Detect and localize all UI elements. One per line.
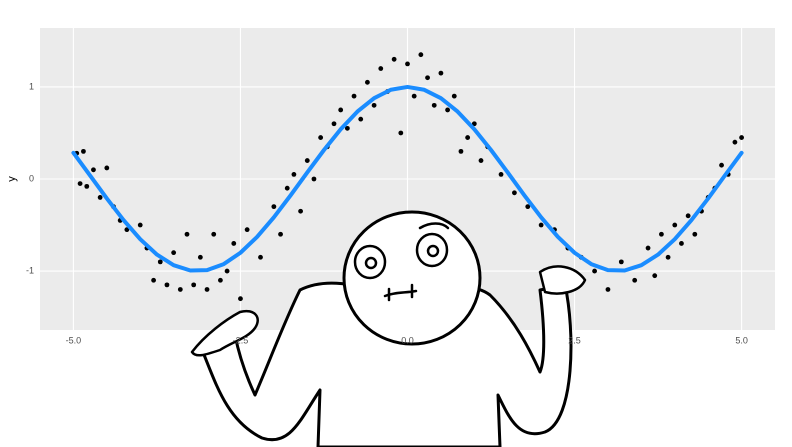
point	[318, 135, 324, 140]
point	[298, 208, 303, 214]
point	[512, 190, 517, 196]
point	[151, 277, 156, 283]
point	[338, 107, 344, 113]
point	[304, 158, 310, 163]
point	[84, 183, 90, 189]
point	[164, 282, 170, 288]
point	[104, 165, 110, 171]
plot-layer	[40, 28, 775, 330]
point	[685, 213, 691, 219]
point	[465, 135, 471, 140]
point	[431, 102, 437, 108]
point	[124, 227, 130, 233]
point	[358, 116, 364, 122]
point	[645, 245, 651, 251]
point	[525, 204, 531, 210]
point	[258, 254, 263, 260]
point	[478, 158, 484, 163]
y-tick-label: 1	[29, 81, 34, 91]
point	[77, 181, 83, 187]
point	[719, 162, 724, 168]
point	[659, 231, 664, 237]
point	[81, 148, 86, 154]
point	[391, 56, 397, 62]
x-tick-label: 2.5	[568, 335, 581, 345]
point	[672, 222, 678, 228]
point	[665, 254, 671, 260]
y-axis-title: y	[6, 176, 18, 182]
point	[405, 61, 410, 67]
point	[498, 171, 504, 177]
x-tick-label: 0.0	[401, 335, 414, 345]
point	[732, 139, 738, 145]
point	[739, 135, 744, 140]
point	[204, 287, 210, 292]
point	[398, 130, 404, 136]
x-tick-label: -5.0	[66, 335, 82, 345]
point	[97, 195, 103, 200]
point	[451, 93, 457, 99]
point	[224, 268, 230, 274]
point	[157, 259, 163, 265]
point	[244, 227, 250, 233]
point	[471, 121, 477, 127]
point	[438, 70, 444, 76]
point	[91, 167, 96, 173]
point	[445, 107, 450, 113]
point	[592, 268, 597, 274]
point	[231, 241, 237, 246]
point	[371, 102, 377, 108]
point	[652, 273, 658, 279]
point	[331, 121, 337, 127]
point	[137, 222, 143, 228]
point	[605, 287, 611, 292]
x-tick-label: 5.0	[735, 335, 748, 345]
fit-line	[71, 84, 744, 273]
point	[284, 185, 290, 191]
y-tick-label: 0	[29, 173, 34, 183]
point	[291, 171, 297, 177]
point	[458, 148, 464, 154]
point	[365, 79, 370, 85]
point	[184, 231, 190, 237]
point	[218, 277, 223, 283]
point	[679, 241, 684, 246]
x-tick-label: -2.5	[233, 335, 249, 345]
point	[425, 75, 430, 81]
point	[692, 231, 698, 237]
point	[632, 277, 638, 283]
point	[238, 296, 243, 302]
point	[171, 250, 177, 256]
shrug-cartoon	[190, 210, 587, 447]
point	[278, 231, 283, 237]
point	[197, 254, 203, 260]
point	[271, 204, 277, 210]
y-tick-label: -1	[26, 265, 34, 275]
point	[538, 222, 544, 228]
point	[378, 66, 384, 71]
point	[344, 125, 350, 131]
point	[418, 52, 424, 58]
point	[311, 176, 317, 182]
point	[211, 231, 217, 237]
point	[411, 93, 417, 99]
point	[191, 282, 197, 288]
point	[177, 287, 183, 292]
point	[618, 259, 624, 265]
point	[351, 93, 357, 99]
